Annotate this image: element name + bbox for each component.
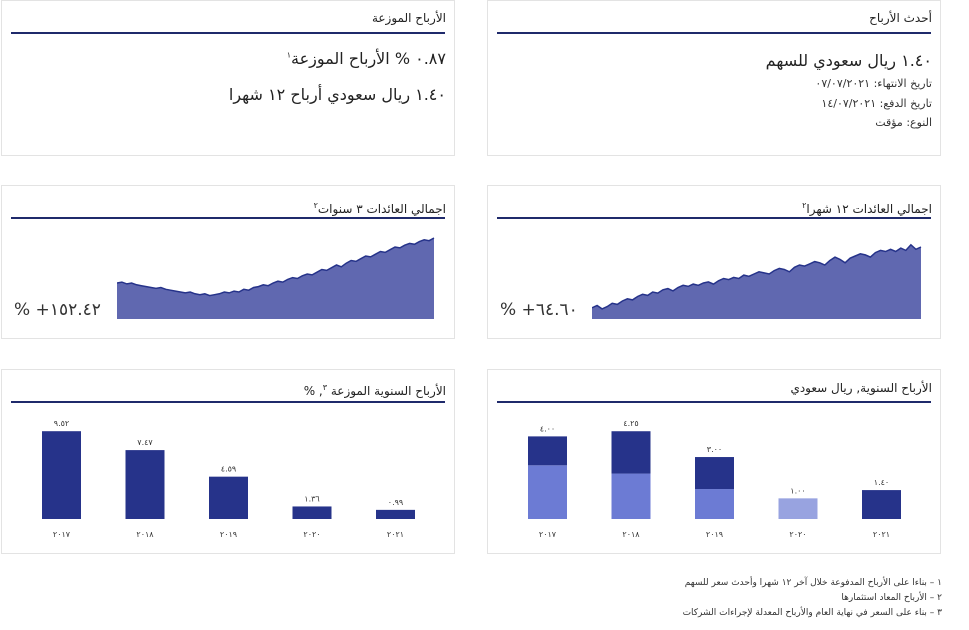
total-return-12m-title-text: اجمالي العائدات ١٢ شهرا (806, 202, 932, 216)
total-return-3y-note: ٢ (313, 201, 318, 210)
annual-dividend-yield-card: الأرباح السنوية الموزعة ٣, % ٩.٥٢ ٢٠١٧ ٧.٤… (1, 369, 455, 554)
annual-dividend-yield-data-label: ٧.٤٧ (137, 438, 153, 447)
annual-dividends-sar-title: الأرباح السنوية, ريال سعودي (790, 381, 932, 395)
footnote-3: ٣ – بناء على السعر في نهاية العام والأرب… (682, 608, 942, 618)
total-return-3y-title: اجمالي العائدات ٣ سنوات٢ (314, 201, 446, 216)
footnote-2: ٢ – الأرباح المعاد استثمارها (841, 593, 942, 603)
total-return-3y-rule (11, 217, 445, 219)
total-return-12m-title: اجمالي العائدات ١٢ شهرا٢ (802, 201, 932, 216)
latest-dividend-title: أحدث الأرباح (869, 11, 932, 25)
annual-dividends-sar-tick-label: ٢٠٢٠ (789, 530, 806, 539)
annual-dividend-yield-title-text: الأرباح السنوية الموزعة (330, 384, 446, 398)
annual-dividend-yield-tick-label: ٢٠٢٠ (303, 530, 320, 539)
annual-dividends-sar-bar-upper (611, 431, 651, 474)
annual-dividend-yield-tick-label: ٢٠١٧ (53, 530, 71, 539)
total-return-3y-value: % +١٥٢.٤٢ (14, 300, 101, 320)
annual-dividends-sar-bar-lower (611, 473, 651, 519)
annual-dividends-sar-tick-label: ٢٠٢١ (873, 530, 890, 539)
annual-dividends-sar-bar-lower (528, 465, 567, 519)
annual-dividend-yield-data-label: ٠.٩٩ (388, 498, 403, 507)
annual-dividends-sar-bar-lower (778, 498, 818, 519)
annual-dividend-yield-note: ٣ (322, 383, 328, 392)
total-return-3y-title-text: اجمالي العائدات ٣ سنوات (317, 202, 446, 216)
twelve-month-dividend-line: ١.٤٠ ريال سعودي أرباح ١٢ شهرا (228, 85, 446, 104)
annual-dividend-yield-bar (42, 431, 81, 519)
dividend-yield-text: ٠.٨٧ % الأرباح الموزعة (291, 49, 446, 68)
annual-dividend-yield-bar (125, 450, 165, 519)
annual-dividend-yield-data-label: ٤.٥٩ (221, 465, 236, 474)
distributed-dividends-card: الأرباح الموزعة ٠.٨٧ % الأرباح الموزعة١ … (1, 0, 455, 156)
annual-dividend-yield-tick-label: ٢٠١٩ (220, 530, 237, 539)
annual-dividend-yield-unit: , % (303, 384, 323, 398)
annual-dividends-sar-bar-upper (528, 436, 567, 466)
annual-dividends-sar-card: الأرباح السنوية, ريال سعودي ٤.٠٠ ٢٠١٧ ٤.٢٥… (487, 369, 941, 554)
annual-dividend-yield-tick-label: ٢٠٢١ (387, 530, 404, 539)
annual-dividends-sar-tick-label: ٢٠١٧ (539, 530, 557, 539)
total-return-3y-area (117, 238, 434, 319)
latest-dividend-end-date: تاريخ الانتهاء: ٠٧/٠٧/٢٠٢١ (815, 77, 932, 90)
total-return-12m-area (592, 244, 921, 319)
total-return-3y-card: اجمالي العائدات ٣ سنوات٢ % +١٥٢.٤٢ (1, 185, 455, 339)
annual-dividends-sar-bar-upper (695, 457, 734, 490)
annual-dividends-sar-rule (497, 401, 931, 403)
total-return-12m-value: % +٦٤.٦٠ (500, 300, 578, 320)
total-return-12m-note: ٢ (802, 201, 807, 210)
total-return-12m-card: اجمالي العائدات ١٢ شهرا٢ % +٦٤.٦٠ (487, 185, 941, 339)
footnote-1: ١ – بناءا على الأرباح المدفوعة خلال آخر … (684, 578, 942, 588)
annual-dividend-yield-bar (376, 509, 415, 519)
latest-dividend-amount: ١.٤٠ ريال سعودي للسهم (765, 51, 932, 70)
annual-dividends-sar-chart: ٤.٠٠ ٢٠١٧ ٤.٢٥ ٢٠١٨ ٣.٠٠ ٢٠١٩ ١.٠٠ ٢٠٢٠ ١.٤٠ ٢٠٢١ (528, 419, 901, 539)
annual-dividend-yield-data-label: ٩.٥٢ (54, 419, 69, 428)
latest-dividend-card: أحدث الأرباح ١.٤٠ ريال سعودي للسهم تاريخ… (487, 0, 941, 156)
annual-dividend-yield-bar (292, 506, 332, 519)
latest-dividend-pay-date: تاريخ الدفع: ١٤/٠٧/٢٠٢١ (821, 97, 932, 110)
distributed-dividends-rule (11, 32, 445, 34)
annual-dividends-sar-data-label: ١.٠٠ (790, 486, 805, 495)
total-return-3y-line (117, 237, 435, 297)
annual-dividends-sar-bar-lower (695, 489, 734, 519)
distributed-dividends-title: الأرباح الموزعة (371, 11, 446, 25)
dividend-yield-line: ٠.٨٧ % الأرباح الموزعة١ (287, 49, 446, 68)
annual-dividends-sar-data-label: ٣.٠٠ (707, 445, 722, 454)
annual-dividends-sar-tick-label: ٢٠١٨ (622, 530, 640, 539)
annual-dividends-sar-data-label: ٤.٠٠ (540, 424, 555, 433)
total-return-12m-chart (592, 243, 922, 319)
annual-dividends-sar-data-label: ١.٤٠ (874, 478, 889, 487)
annual-dividend-yield-tick-label: ٢٠١٨ (136, 530, 154, 539)
annual-dividends-sar-tick-label: ٢٠١٩ (706, 530, 723, 539)
latest-dividend-rule (497, 32, 931, 34)
latest-dividend-type: النوع: مؤقت (875, 116, 932, 129)
total-return-12m-rule (497, 217, 931, 219)
dividend-yield-note: ١ (286, 50, 292, 60)
annual-dividend-yield-title: الأرباح السنوية الموزعة ٣, % (304, 383, 446, 398)
annual-dividend-yield-chart: ٩.٥٢ ٢٠١٧ ٧.٤٧ ٢٠١٨ ٤.٥٩ ٢٠١٩ ١.٣٦ ٢٠٢٠ ٠.٩٩ ٢٠٢١ (42, 419, 415, 539)
annual-dividend-yield-data-label: ١.٣٦ (304, 494, 319, 503)
total-return-12m-line (592, 243, 922, 310)
annual-dividend-yield-rule (11, 401, 445, 403)
annual-dividends-sar-data-label: ٤.٢٥ (623, 419, 638, 428)
total-return-3y-chart (117, 237, 435, 319)
annual-dividend-yield-bar (209, 476, 248, 519)
annual-dividends-sar-bar-upper (862, 490, 901, 519)
